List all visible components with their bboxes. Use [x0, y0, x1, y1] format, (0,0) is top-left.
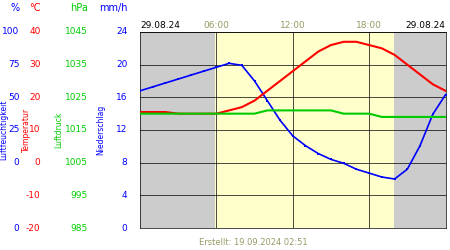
Text: Niederschlag: Niederschlag: [97, 105, 106, 155]
Text: 20: 20: [116, 60, 127, 69]
Text: 30: 30: [29, 60, 40, 69]
Text: 100: 100: [2, 28, 19, 36]
Text: -20: -20: [26, 224, 40, 232]
Text: 50: 50: [8, 93, 19, 102]
Text: 29.08.24: 29.08.24: [140, 20, 180, 30]
Text: 1035: 1035: [65, 60, 88, 69]
Text: 29.08.24: 29.08.24: [405, 20, 445, 30]
Text: mm/h: mm/h: [99, 3, 127, 13]
Text: 18:00: 18:00: [356, 20, 382, 30]
Text: 0: 0: [14, 158, 19, 167]
Text: 4: 4: [122, 191, 127, 200]
Bar: [140, 32, 216, 228]
Bar: [216, 32, 395, 228]
Text: 16: 16: [116, 93, 127, 102]
Text: 995: 995: [71, 191, 88, 200]
Text: 0: 0: [14, 224, 19, 232]
Text: 0: 0: [122, 224, 127, 232]
Text: 0: 0: [35, 158, 40, 167]
Text: 1015: 1015: [65, 126, 88, 134]
Text: 12:00: 12:00: [280, 20, 306, 30]
Text: %: %: [10, 3, 19, 13]
Text: 40: 40: [29, 28, 40, 36]
Text: -10: -10: [26, 191, 40, 200]
Text: °C: °C: [29, 3, 40, 13]
Text: 25: 25: [8, 126, 19, 134]
Text: hPa: hPa: [70, 3, 88, 13]
Text: 985: 985: [71, 224, 88, 232]
Text: 06:00: 06:00: [203, 20, 230, 30]
Text: Temperatur: Temperatur: [22, 108, 31, 152]
Text: 20: 20: [29, 93, 40, 102]
Text: 75: 75: [8, 60, 19, 69]
Text: 1025: 1025: [65, 93, 88, 102]
Text: Luftfeuchtigkeit: Luftfeuchtigkeit: [0, 100, 8, 160]
Text: 8: 8: [122, 158, 127, 167]
Text: Erstellt: 19.09.2024 02:51: Erstellt: 19.09.2024 02:51: [199, 238, 307, 247]
Bar: [395, 32, 446, 228]
Text: 24: 24: [116, 28, 127, 36]
Text: 12: 12: [116, 126, 127, 134]
Text: 10: 10: [29, 126, 40, 134]
Text: 1005: 1005: [65, 158, 88, 167]
Text: Luftdruck: Luftdruck: [54, 112, 63, 148]
Text: 1045: 1045: [65, 28, 88, 36]
